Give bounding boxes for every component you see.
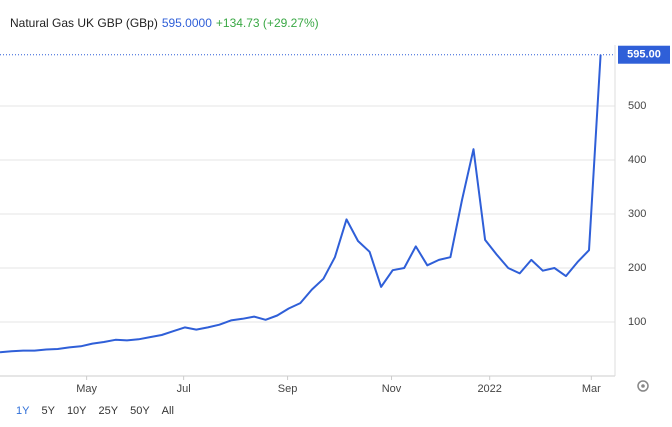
x-tick-label: Nov <box>382 383 402 395</box>
x-tick-label: May <box>76 383 97 395</box>
range-button[interactable]: 5Y <box>41 405 55 417</box>
range-button[interactable]: 1Y <box>16 405 30 417</box>
x-tick-label: 2022 <box>477 383 501 395</box>
x-tick-label: Mar <box>582 383 601 395</box>
range-button[interactable]: 50Y <box>130 405 150 417</box>
range-button[interactable]: 10Y <box>66 405 87 417</box>
x-tick-label: Sep <box>278 383 298 395</box>
header: Natural Gas UK GBP (GBp) 595.0000 +134.73 … <box>10 16 319 30</box>
last-price-box <box>618 45 670 64</box>
y-tick-label: 300 <box>628 208 646 220</box>
y-tick-label: 400 <box>628 154 646 166</box>
change: +134.73 (+29.27%) <box>215 16 319 30</box>
y-tick-label: 500 <box>628 100 646 112</box>
gear-ring <box>637 380 649 392</box>
chart-title: Natural Gas UK GBP (GBp) <box>10 16 158 30</box>
settings-icon[interactable] <box>637 380 649 392</box>
gear-center <box>641 384 645 388</box>
y-tick-label: 100 <box>628 316 646 328</box>
price: 595.0000 <box>161 16 212 30</box>
range-button[interactable]: 25Y <box>98 405 119 417</box>
y-tick-label: 200 <box>628 262 646 274</box>
price-line <box>0 54 602 354</box>
last-price-label: 595.00 <box>627 49 661 61</box>
range-selector: 1Y 5Y 10Y 25Y 50Y All <box>10 405 180 417</box>
chart: 100 200 300 400 500 May Jul Sep Nov 2022 Mar 595.00 <box>0 45 670 395</box>
x-tick-label: Jul <box>177 383 191 395</box>
range-button[interactable]: All <box>161 405 174 417</box>
